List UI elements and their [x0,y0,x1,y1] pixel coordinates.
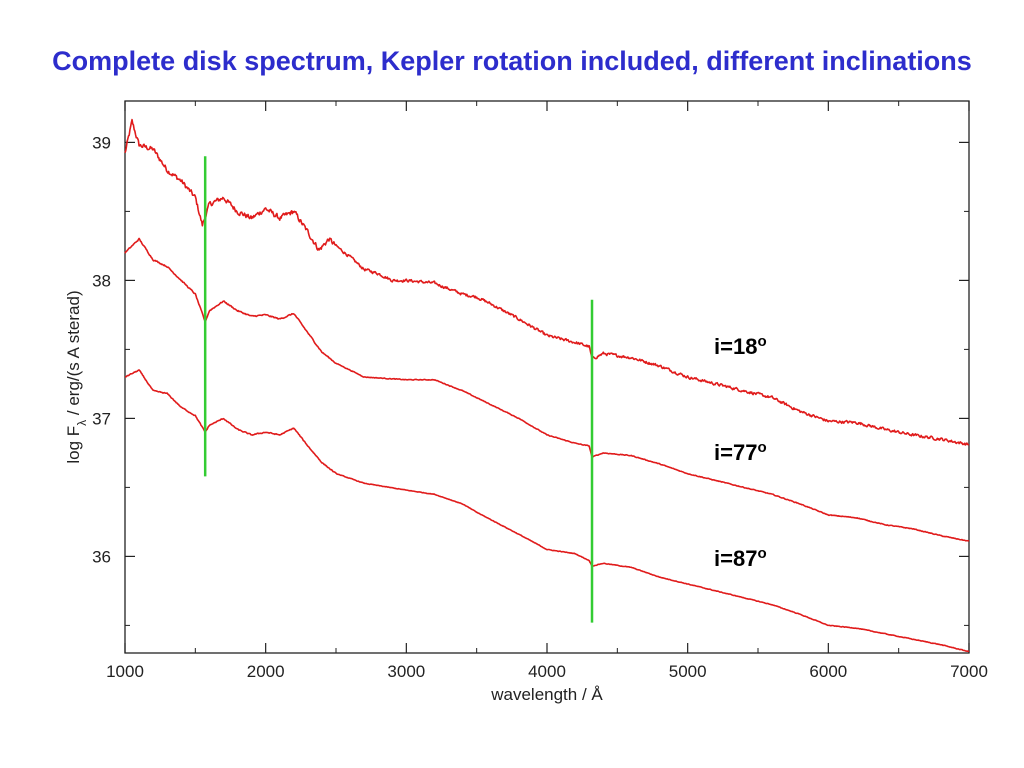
x-tick-label: 4000 [528,662,566,681]
ticks-layer: 1000 2000 3000 4000 5000 6000 7000 36 37 38 39 [92,101,988,681]
x-tick-label: 6000 [809,662,847,681]
curve-label-3: i=87o [714,545,767,572]
x-tick-label: 5000 [669,662,707,681]
series-line-1 [124,118,970,446]
x-tick-label: 2000 [247,662,285,681]
y-tick-label: 37 [92,409,111,428]
y-tick-label: 36 [92,547,111,566]
curve-label-2: i=77o [714,439,767,466]
x-tick-label: 3000 [387,662,425,681]
series-line-2 [124,237,970,542]
curve-label-1: i=18o [714,333,767,360]
markers-layer [203,156,594,623]
x-tick-label: 7000 [950,662,988,681]
x-tick-label: 1000 [106,662,144,681]
plot-frame [124,100,970,654]
series-line-3 [124,369,970,653]
labels-layer: i=18o i=77o i=87o [714,333,767,572]
y-tick-label: 39 [92,133,111,152]
series-layer [124,118,970,653]
y-tick-label: 38 [92,271,111,290]
x-axis-title: wavelength / Å [490,685,603,704]
y-axis-title: log Fλ / erg/(s A sterad) [64,290,89,463]
slide-title: Complete disk spectrum, Kepler rotation … [52,46,972,76]
